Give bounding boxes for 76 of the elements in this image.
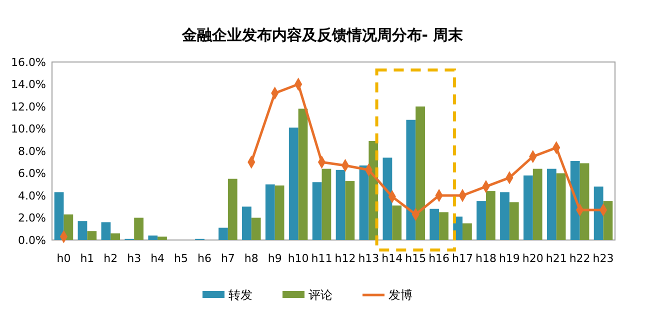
x-tick-label: h21 <box>546 252 567 265</box>
bar <box>580 163 590 240</box>
x-tick-label: h18 <box>475 252 496 265</box>
bar <box>359 165 369 240</box>
bar <box>110 233 120 240</box>
bar <box>242 206 252 240</box>
bar <box>87 231 97 240</box>
bar <box>322 168 332 240</box>
y-tick-label: 10.0% <box>11 122 46 136</box>
y-tick-label: 0.0% <box>18 234 46 247</box>
bar <box>406 120 416 240</box>
x-tick-label: h7 <box>220 252 235 265</box>
bar <box>265 184 275 240</box>
legend-label: 发博 <box>388 288 412 302</box>
bar <box>274 185 284 240</box>
bar <box>101 222 111 240</box>
bar <box>78 221 88 240</box>
bar <box>462 223 472 240</box>
x-tick-label: h20 <box>522 252 544 265</box>
bar <box>392 206 402 240</box>
legend-label: 转发 <box>228 288 252 302</box>
bar <box>524 175 533 240</box>
bar <box>298 108 308 240</box>
y-tick-label: 2.0% <box>18 212 46 225</box>
x-tick-label: h14 <box>382 252 403 265</box>
bar <box>148 236 158 240</box>
x-tick-label: h2 <box>104 252 118 265</box>
bar <box>288 128 298 240</box>
bar <box>336 170 346 240</box>
bar <box>218 228 228 240</box>
x-tick-label: h16 <box>428 252 450 265</box>
bar <box>439 212 448 240</box>
y-tick-label: 12.0% <box>11 100 46 114</box>
x-tick-label: h9 <box>268 252 282 265</box>
y-tick-label: 6.0% <box>18 167 46 180</box>
legend-label: 评论 <box>308 288 332 302</box>
y-tick-label: 8.0% <box>18 144 46 158</box>
bar <box>345 181 355 240</box>
x-tick-label: h23 <box>592 252 614 265</box>
bar <box>594 186 604 240</box>
y-tick-label: 4.0% <box>18 189 46 202</box>
x-tick-label: h4 <box>150 252 165 265</box>
x-tick-label: h5 <box>174 252 188 265</box>
x-tick-label: h0 <box>56 252 71 265</box>
x-tick-label: h3 <box>127 252 142 265</box>
bar <box>603 201 613 240</box>
bar <box>228 178 238 240</box>
bar <box>134 218 144 240</box>
x-tick-label: h10 <box>288 252 309 265</box>
bar <box>509 202 519 240</box>
bar <box>486 191 496 240</box>
bar <box>500 192 510 240</box>
bar <box>546 168 556 240</box>
x-tick-label: h13 <box>358 252 380 265</box>
y-tick-label: 16.0% <box>11 56 46 69</box>
bar <box>430 208 440 240</box>
y-tick-label: 14.0% <box>11 78 46 92</box>
bar <box>416 106 425 240</box>
bar <box>251 218 261 240</box>
x-tick-label: h17 <box>452 252 474 265</box>
chart-title: 金融企业发布内容及反馈情况周分布- 周末 <box>180 26 464 44</box>
bar <box>476 201 486 240</box>
x-tick-label: h1 <box>80 252 94 265</box>
bar <box>312 182 322 240</box>
bar <box>54 192 64 240</box>
bar <box>382 158 392 240</box>
x-tick-label: h8 <box>244 252 258 265</box>
x-tick-label: h22 <box>569 252 590 265</box>
bar <box>556 173 566 240</box>
bar <box>158 236 167 240</box>
x-tick-label: h6 <box>197 252 212 265</box>
x-tick-label: h15 <box>405 252 426 265</box>
x-tick-label: h12 <box>334 252 356 265</box>
x-tick-label: h19 <box>498 252 520 265</box>
bar <box>532 168 542 240</box>
x-tick-label: h11 <box>311 252 332 265</box>
